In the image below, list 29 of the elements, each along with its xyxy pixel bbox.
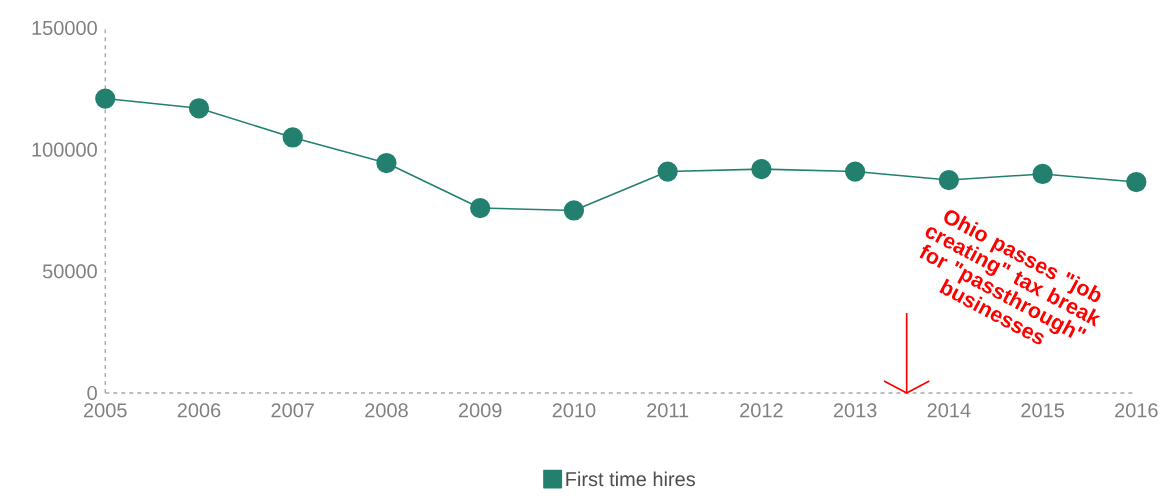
x-tick-label: 2016 (1115, 403, 1158, 418)
x-tick-label: 2012 (740, 403, 783, 418)
point (95, 88, 116, 109)
x-tick-label: 2005 (84, 403, 127, 418)
point (188, 98, 210, 119)
y-tick-label: 150000 (32, 21, 97, 36)
x-tick-label: 2011 (647, 403, 689, 418)
y-tick-label: 100000 (32, 142, 97, 157)
x-tick-label: 2013 (833, 403, 877, 418)
y-tick-label: 50000 (42, 264, 97, 279)
legend-label: First time hires (566, 471, 695, 487)
x-tick-label: 2014 (927, 403, 971, 418)
point (657, 161, 678, 182)
point (470, 198, 491, 219)
point (938, 170, 959, 191)
x-tick-label: 2009 (458, 403, 502, 418)
point (751, 159, 772, 180)
point (1126, 172, 1147, 193)
x-tick-label: 2007 (271, 403, 314, 418)
point (376, 153, 397, 174)
point (1032, 164, 1053, 185)
point (845, 161, 866, 182)
y-tick-label: 0 (87, 386, 97, 401)
point (282, 127, 303, 148)
point (563, 200, 585, 221)
x-tick-label: 2015 (1021, 403, 1064, 418)
x-tick-label: 2010 (552, 403, 596, 418)
x-tick-label: 2006 (177, 403, 221, 418)
x-tick-label: 2008 (365, 403, 408, 418)
